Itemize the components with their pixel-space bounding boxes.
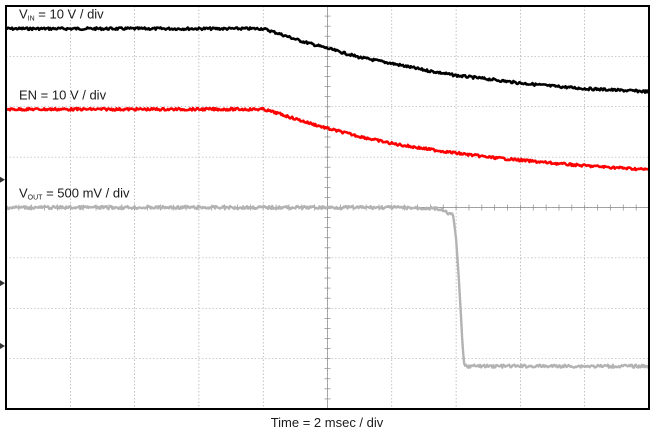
plot-frame (5, 5, 650, 410)
trace-label-en: EN = 10 V / div (19, 87, 107, 102)
ground-markers (0, 176, 5, 350)
trace-en (5, 106, 650, 172)
trace-vout (5, 204, 650, 369)
ground-marker-en (0, 280, 5, 287)
trace-vin (5, 26, 650, 94)
ground-marker-vin (0, 176, 5, 183)
ground-marker-vout (0, 343, 5, 350)
x-axis-label: Time = 2 msec / div (271, 415, 384, 430)
trace-label-vout: VOUT = 500 mV / div (19, 186, 130, 202)
trace-label-vin: VIN = 10 V / div (19, 7, 104, 23)
traces (5, 26, 650, 369)
trace-labels: VIN = 10 V / div EN = 10 V / div VOUT = 50… (19, 7, 130, 202)
